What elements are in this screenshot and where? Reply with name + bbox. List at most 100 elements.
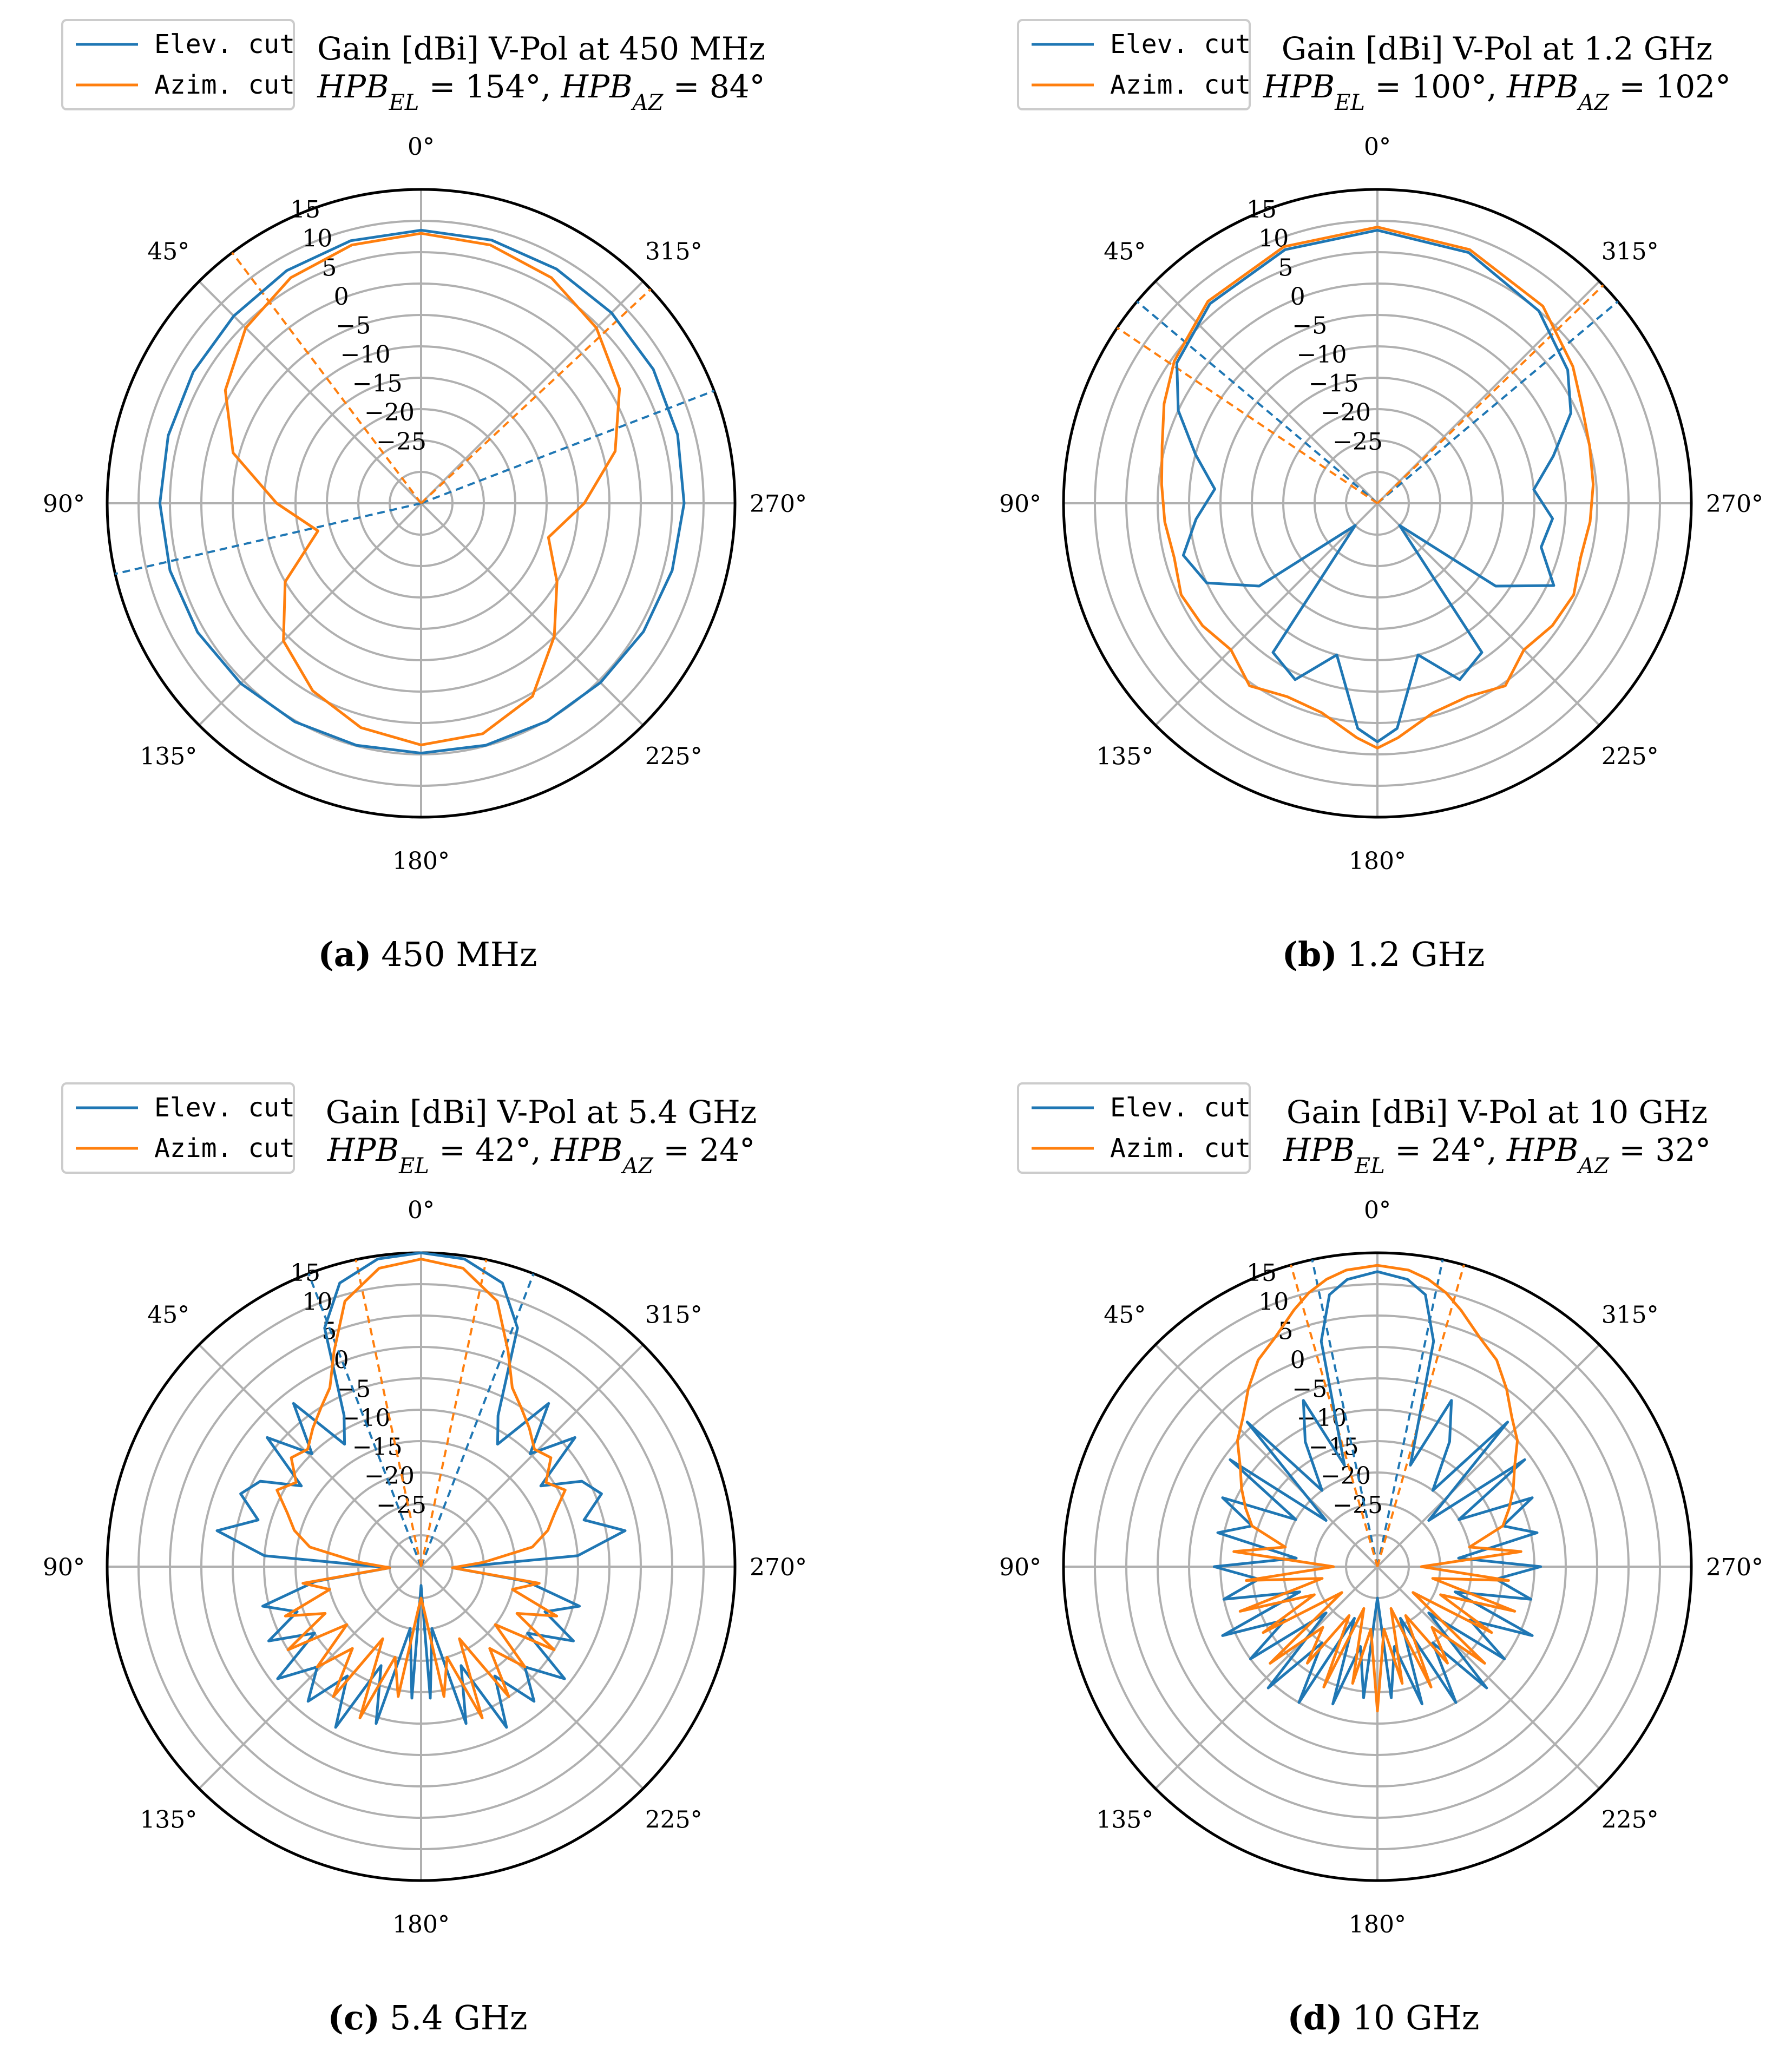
angle-label: 270° (750, 1554, 807, 1581)
radial-tick-label: 0 (1290, 283, 1305, 311)
angle-label: 180° (392, 1911, 450, 1938)
elev-hpb-line (115, 502, 422, 575)
grid-spoke (198, 1344, 422, 1568)
radial-tick-label: 10 (1258, 225, 1289, 253)
azim-hpb-line (420, 1259, 488, 1567)
elev-hpb-line (1136, 300, 1379, 504)
azim-cut-line (1232, 1264, 1522, 1713)
polar-frame (106, 188, 737, 819)
legend-label: Azim. cut (1110, 1133, 1251, 1163)
grid-spoke (198, 502, 422, 726)
angle-label: 45° (147, 238, 189, 265)
angle-label: 135° (140, 743, 197, 771)
angle-label: 180° (1349, 847, 1406, 875)
radial-tick-label: −10 (340, 1404, 391, 1432)
azim-cut-line (275, 1258, 567, 1720)
angle-label: 315° (1601, 1301, 1659, 1329)
grid-spoke (1376, 1566, 1600, 1790)
radial-tick-label: 0 (334, 283, 349, 311)
caption-letter: (d) (1288, 1998, 1343, 2037)
elev-hpb-line (420, 1273, 535, 1567)
polar-panel-d: 0°45°90°135°180°225°270°315°151050−5−10−… (999, 1082, 1763, 2037)
angle-label: 270° (1706, 1554, 1763, 1581)
radial-tick-label: −5 (1292, 312, 1327, 339)
legend-label: Azim. cut (154, 1133, 295, 1163)
angle-label: 45° (147, 1301, 189, 1329)
grid-spoke (1154, 280, 1379, 504)
angle-label: 270° (750, 490, 807, 518)
figure-caption: (b) 1.2 GHz (1282, 935, 1485, 974)
angle-label: 135° (1096, 1806, 1153, 1834)
chart-title: Gain [dBi] V-Pol at 5.4 GHz (326, 1094, 757, 1130)
radial-tick-label: −15 (352, 370, 403, 398)
radial-tick-label: −20 (364, 399, 415, 426)
grid-spoke (1154, 502, 1379, 726)
angle-label: 225° (645, 1806, 703, 1834)
angle-label: 0° (408, 1197, 435, 1224)
elev-hpb-line (421, 390, 715, 504)
legend-label: Elev. cut (154, 29, 295, 60)
angle-label: 180° (1349, 1911, 1406, 1938)
radial-tick-label: −5 (336, 312, 371, 339)
legend-frame (1017, 19, 1251, 110)
caption-text: 1.2 GHz (1347, 935, 1485, 974)
grid-spoke (198, 1566, 422, 1790)
chart-title: Gain [dBi] V-Pol at 10 GHz (1286, 1094, 1708, 1130)
radial-tick-label: 15 (1246, 196, 1277, 223)
radial-tick-label: −15 (1309, 370, 1359, 398)
azim-cut-line (224, 232, 621, 747)
angle-label: 315° (645, 1301, 703, 1329)
radial-tick-label: −20 (364, 1462, 415, 1490)
grid-spoke (1376, 502, 1600, 726)
legend: Elev. cut Azim. cut (61, 1082, 295, 1174)
angle-label: 135° (140, 1806, 197, 1834)
angle-label: 0° (408, 133, 435, 161)
caption-letter: (c) (328, 1998, 380, 2037)
radial-tick-label: 15 (1246, 1259, 1277, 1287)
radial-tick-label: 0 (1290, 1346, 1305, 1374)
azim-hpb-line (1117, 327, 1379, 504)
radial-tick-label: 10 (1258, 1289, 1289, 1316)
elev-cut-line (158, 228, 686, 755)
radial-tick-label: 10 (302, 1289, 332, 1316)
legend-frame (1017, 1082, 1251, 1174)
figure-caption: (a) 450 MHz (318, 935, 537, 974)
caption-text: 10 GHz (1353, 1998, 1480, 2037)
angle-label: 0° (1364, 133, 1391, 161)
grid-spoke (1154, 1344, 1379, 1568)
angle-label: 45° (1104, 238, 1146, 265)
angle-label: 90° (999, 1554, 1041, 1581)
legend-label: Azim. cut (154, 70, 295, 100)
chart-subtitle: HPBEL = 154°, HPBAZ = 84° (317, 68, 765, 115)
grid-spoke (420, 1344, 644, 1568)
caption-text: 450 MHz (381, 935, 537, 974)
azim-cut-line (1160, 226, 1595, 750)
angle-label: 225° (1601, 743, 1659, 771)
elev-hpb-line (1376, 300, 1619, 504)
radial-tick-label: −20 (1321, 1462, 1371, 1490)
elev-hpb-line (307, 1273, 422, 1567)
radial-tick-label: −10 (340, 341, 391, 369)
legend: Elev. cut Azim. cut (61, 19, 295, 110)
chart-subtitle: HPBEL = 100°, HPBAZ = 102° (1263, 68, 1731, 115)
polar-panel-b: 0°45°90°135°180°225°270°315°151050−5−10−… (999, 19, 1763, 974)
caption-letter: (a) (318, 935, 371, 974)
radial-tick-label: −25 (376, 428, 426, 456)
radial-tick-label: 15 (290, 196, 320, 223)
caption-letter: (b) (1282, 935, 1337, 974)
chart-subtitle: HPBEL = 24°, HPBAZ = 32° (1283, 1132, 1711, 1179)
angle-label: 135° (1096, 743, 1153, 771)
radial-tick-label: −5 (1292, 1375, 1327, 1403)
angle-label: 225° (645, 743, 703, 771)
angle-label: 180° (392, 847, 450, 875)
angle-label: 90° (43, 490, 85, 518)
grid-spoke (420, 502, 644, 726)
legend: Elev. cut Azim. cut (1017, 19, 1251, 110)
angle-label: 45° (1104, 1301, 1146, 1329)
polar-panel-a: 0°45°90°135°180°225°270°315°151050−5−10−… (43, 19, 807, 974)
chart-subtitle: HPBEL = 42°, HPBAZ = 24° (327, 1132, 755, 1179)
radial-tick-label: 5 (1278, 254, 1293, 281)
angle-label: 90° (999, 490, 1041, 518)
grid-spoke (420, 1566, 644, 1790)
